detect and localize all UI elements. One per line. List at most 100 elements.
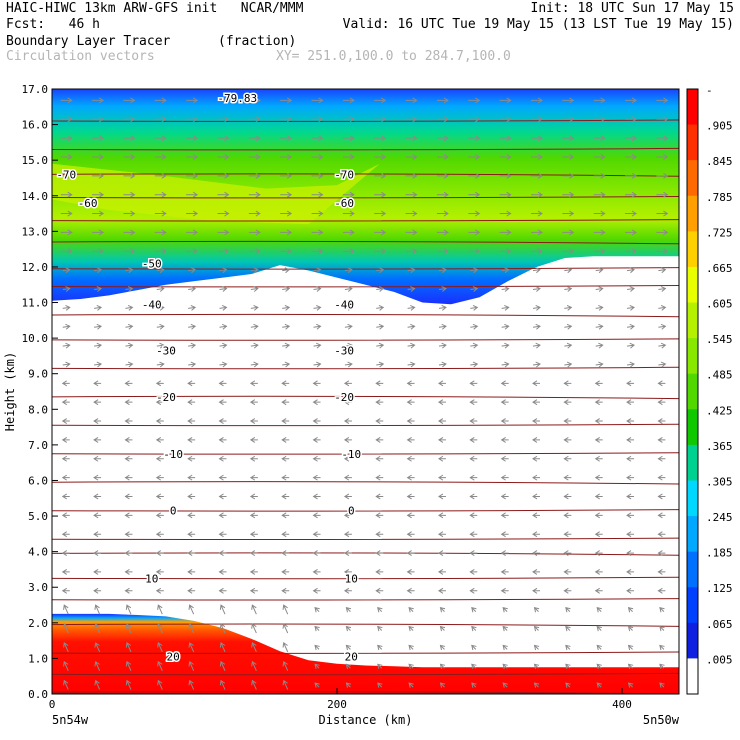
vector-arrow — [470, 286, 479, 292]
vector-arrow — [563, 436, 572, 443]
vector-arrow — [94, 342, 103, 349]
vector-arrow — [125, 286, 134, 292]
vector-arrow — [313, 361, 322, 368]
vector-arrow — [439, 663, 446, 669]
vector-arrow — [405, 172, 418, 179]
vector-arrow — [436, 229, 449, 236]
colorbar-label: - — [706, 84, 713, 97]
vector-arrow — [155, 569, 164, 575]
contour-label: -70 — [56, 168, 76, 181]
vector-arrow — [438, 399, 446, 406]
vector-arrow — [312, 436, 321, 443]
vector-arrow — [314, 606, 320, 613]
vector-arrow — [282, 267, 291, 274]
isotherm-line — [52, 284, 679, 288]
vector-arrow — [281, 531, 290, 538]
vector-arrow — [343, 550, 352, 556]
vector-arrow — [93, 531, 102, 538]
vector-arrow — [343, 512, 352, 519]
vector-arrow — [593, 154, 606, 160]
vector-arrow — [438, 587, 446, 594]
vector-arrow — [93, 493, 102, 500]
vector-arrow — [343, 399, 352, 406]
vector-arrow — [63, 660, 69, 671]
vector-arrow — [342, 97, 355, 104]
vector-arrow — [406, 455, 415, 462]
vector-arrow — [249, 455, 258, 462]
vector-arrow — [532, 493, 540, 500]
vector-arrow — [125, 267, 134, 274]
vector-arrow — [436, 210, 449, 217]
vector-arrow — [282, 660, 289, 671]
vector-arrow — [658, 361, 667, 368]
contour-label: 10 — [345, 572, 358, 585]
vector-arrow — [564, 305, 573, 311]
isotherm-line — [52, 651, 679, 654]
vector-arrow — [471, 663, 477, 669]
vector-arrow — [563, 455, 572, 462]
vector-arrow — [532, 323, 541, 330]
vector-arrow — [187, 493, 196, 500]
vector-arrow — [343, 418, 352, 424]
vector-arrow — [92, 135, 105, 142]
y-tick-label: 13.0 — [22, 225, 49, 238]
vector-arrow — [562, 172, 575, 179]
vector-arrow — [658, 305, 667, 311]
colorbar-label: .725 — [706, 226, 733, 239]
vector-arrow — [250, 342, 259, 349]
vector-arrow — [499, 135, 512, 142]
vector-arrow — [405, 97, 418, 104]
contour-label: -40 — [142, 298, 162, 311]
vector-arrow — [281, 418, 290, 424]
x-tick-label: 400 — [612, 698, 632, 711]
vector-arrow — [342, 154, 355, 160]
vector-arrow — [157, 642, 163, 653]
vector-arrow — [313, 342, 322, 349]
vector-arrow — [251, 679, 257, 690]
vector-arrow — [280, 97, 293, 104]
vector-arrow — [594, 550, 603, 556]
vector-arrow — [374, 210, 387, 217]
vector-arrow — [439, 682, 446, 688]
vector-arrow — [311, 229, 324, 236]
vector-arrow — [61, 474, 70, 481]
vector-arrow — [125, 361, 134, 368]
vector-arrow — [345, 663, 352, 669]
vector-arrow — [438, 418, 446, 424]
isotherm-line — [52, 452, 679, 455]
contour-label: 10 — [145, 572, 158, 585]
vector-arrow — [217, 191, 230, 198]
vector-arrow — [626, 587, 635, 594]
vector-arrow — [249, 512, 258, 519]
upper-tracer-maximum — [52, 163, 380, 225]
vector-arrow — [625, 154, 637, 160]
vector-arrow — [659, 663, 665, 669]
vector-arrow — [468, 229, 481, 236]
vector-arrow — [656, 97, 669, 104]
vector-arrow — [469, 380, 478, 387]
vector-arrow — [499, 116, 512, 123]
vector-arrow — [155, 380, 164, 387]
vector-arrow — [187, 380, 196, 387]
colorbar-swatch — [687, 480, 698, 517]
vector-arrow — [314, 644, 320, 651]
vector-arrow — [219, 323, 228, 330]
vector-arrow — [250, 267, 259, 274]
vector-arrow — [593, 248, 606, 255]
vector-arrow — [280, 116, 293, 123]
colorbar-swatch — [687, 516, 698, 553]
vector-arrow — [533, 663, 540, 669]
vector-arrow — [625, 172, 637, 179]
isotherm-line — [52, 267, 679, 270]
vector-arrow — [344, 323, 353, 330]
colorbar-label: .065 — [706, 618, 733, 631]
vector-arrow — [186, 97, 199, 104]
vector-arrow — [438, 512, 446, 519]
vector-arrow — [564, 286, 573, 292]
vector-arrow — [499, 191, 512, 198]
vector-arrow — [249, 436, 258, 443]
vector-arrow — [563, 587, 572, 594]
vector-arrow — [155, 399, 164, 406]
vector-arrow — [218, 569, 227, 575]
vector-arrow — [626, 399, 635, 406]
